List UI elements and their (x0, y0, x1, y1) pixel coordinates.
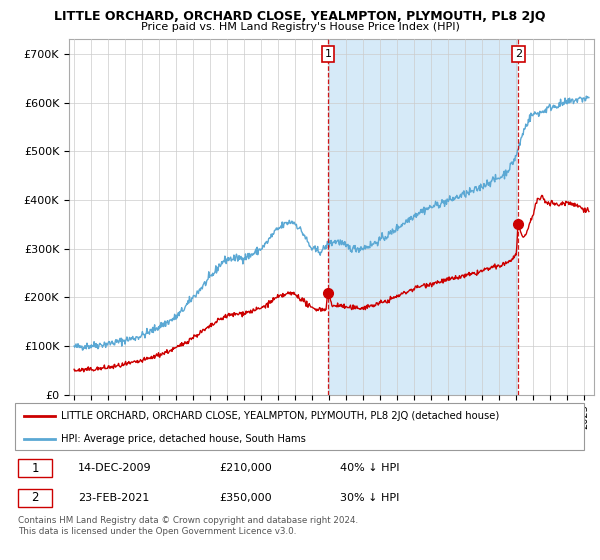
Text: 14-DEC-2009: 14-DEC-2009 (78, 463, 152, 473)
Text: 1: 1 (31, 462, 39, 475)
Text: 2: 2 (31, 491, 39, 504)
FancyBboxPatch shape (18, 489, 52, 506)
FancyBboxPatch shape (18, 459, 52, 477)
Text: £210,000: £210,000 (220, 463, 272, 473)
Text: £350,000: £350,000 (220, 493, 272, 503)
Text: LITTLE ORCHARD, ORCHARD CLOSE, YEALMPTON, PLYMOUTH, PL8 2JQ: LITTLE ORCHARD, ORCHARD CLOSE, YEALMPTON… (54, 10, 546, 23)
Text: Contains HM Land Registry data © Crown copyright and database right 2024.
This d: Contains HM Land Registry data © Crown c… (18, 516, 358, 536)
Text: 1: 1 (325, 49, 332, 59)
FancyBboxPatch shape (15, 403, 584, 450)
Text: LITTLE ORCHARD, ORCHARD CLOSE, YEALMPTON, PLYMOUTH, PL8 2JQ (detached house): LITTLE ORCHARD, ORCHARD CLOSE, YEALMPTON… (61, 410, 499, 421)
Text: HPI: Average price, detached house, South Hams: HPI: Average price, detached house, Sout… (61, 435, 306, 444)
Text: 30% ↓ HPI: 30% ↓ HPI (340, 493, 400, 503)
Text: 2: 2 (515, 49, 522, 59)
Text: Price paid vs. HM Land Registry's House Price Index (HPI): Price paid vs. HM Land Registry's House … (140, 22, 460, 32)
Text: 40% ↓ HPI: 40% ↓ HPI (340, 463, 400, 473)
Text: 23-FEB-2021: 23-FEB-2021 (78, 493, 149, 503)
Bar (328, 39, 518, 395)
